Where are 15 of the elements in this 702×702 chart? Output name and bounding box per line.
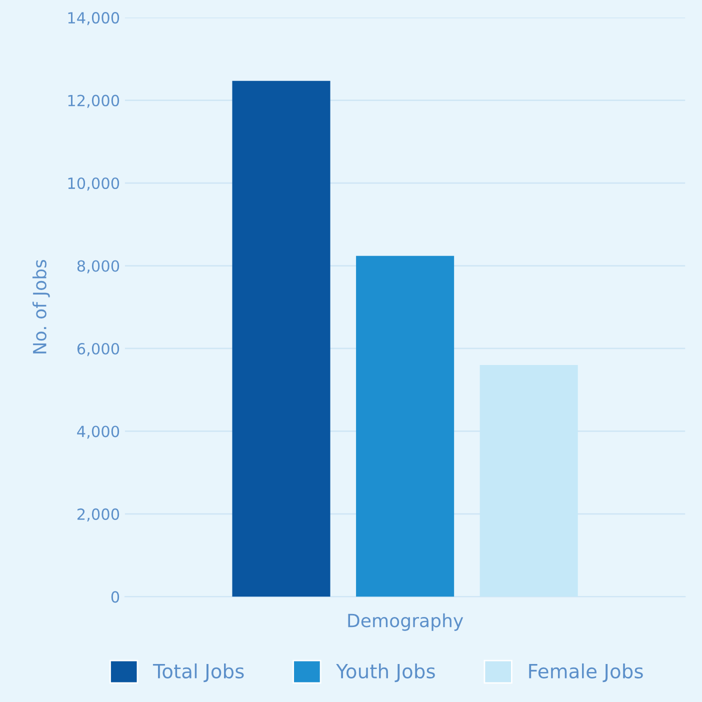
x-tick-label: Demography (348, 613, 464, 631)
y-tick-label: 6,000 (77, 342, 120, 356)
bar (232, 80, 330, 597)
y-tick-label: 8,000 (77, 260, 120, 274)
y-tick-label: 14,000 (68, 12, 120, 26)
y-tick-label: 10,000 (68, 177, 120, 191)
y-tick-label: 0 (111, 591, 120, 603)
legend-label: Youth Jobs (336, 663, 435, 682)
y-tick-label: 4,000 (77, 426, 120, 439)
y-tick-label: 12,000 (68, 94, 120, 108)
legend-label: Female Jobs (529, 663, 643, 682)
y-axis-title: No. of Jobs (32, 260, 50, 354)
bar (356, 256, 454, 597)
legend-label: Total Jobs (152, 663, 244, 682)
y-tick-label: 2,000 (77, 508, 120, 522)
